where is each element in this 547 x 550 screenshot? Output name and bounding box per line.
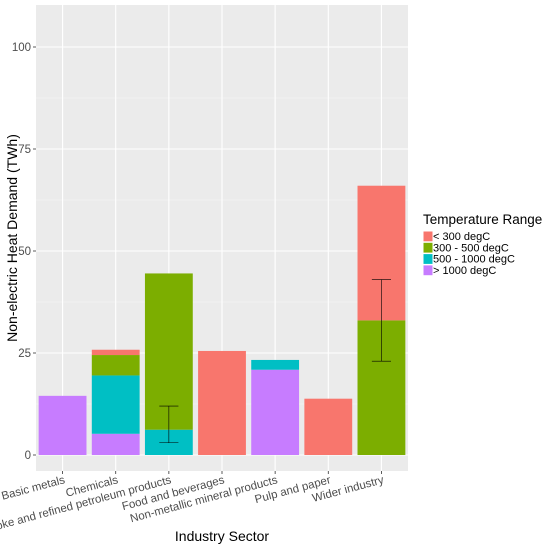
error-bar xyxy=(159,405,179,444)
legend-label: > 1000 degC xyxy=(433,265,496,277)
legend-swatch xyxy=(423,242,433,253)
error-bars xyxy=(159,279,391,444)
bar-segment xyxy=(91,375,140,434)
y-tick-label: 100 xyxy=(12,42,31,54)
x-axis-title: Industry Sector xyxy=(175,528,269,544)
legend-swatch xyxy=(423,265,433,276)
legend-item: 500 - 1000 degC xyxy=(423,254,515,266)
bars xyxy=(38,185,406,455)
legend-item: < 300 degC xyxy=(423,231,490,243)
legend-label: 500 - 1000 degC xyxy=(433,254,515,266)
error-bar xyxy=(371,279,391,362)
legend-label: 300 - 500 degC xyxy=(433,242,509,254)
y-axis-title: Non-electric Heat Demand (TWh) xyxy=(4,134,20,342)
legend-label: < 300 degC xyxy=(433,231,490,243)
x-tick-label: Basic metals xyxy=(0,474,66,503)
legend-title: Temperature Range xyxy=(423,212,542,227)
bar-segment xyxy=(251,359,300,370)
legend-item: > 1000 degC xyxy=(423,265,496,277)
legend-item: 300 - 500 degC xyxy=(423,242,509,254)
bar-segment xyxy=(304,398,353,455)
legend-swatch xyxy=(423,231,433,242)
y-tick-label: 75 xyxy=(18,144,31,156)
y-tick-label: 25 xyxy=(18,348,31,360)
y-axis-ticks: 0 25 50 75 100 xyxy=(12,42,36,462)
y-tick-label: 50 xyxy=(18,246,31,258)
bar-segment xyxy=(38,395,87,455)
bar-segment xyxy=(91,433,140,455)
bar-segment xyxy=(198,350,246,455)
bar-segment xyxy=(91,355,140,376)
bar-segment xyxy=(91,349,140,356)
legend-swatch xyxy=(423,254,433,264)
bar-segment xyxy=(144,273,193,430)
bar-segment xyxy=(251,369,300,455)
y-tick-label: 0 xyxy=(25,450,31,462)
